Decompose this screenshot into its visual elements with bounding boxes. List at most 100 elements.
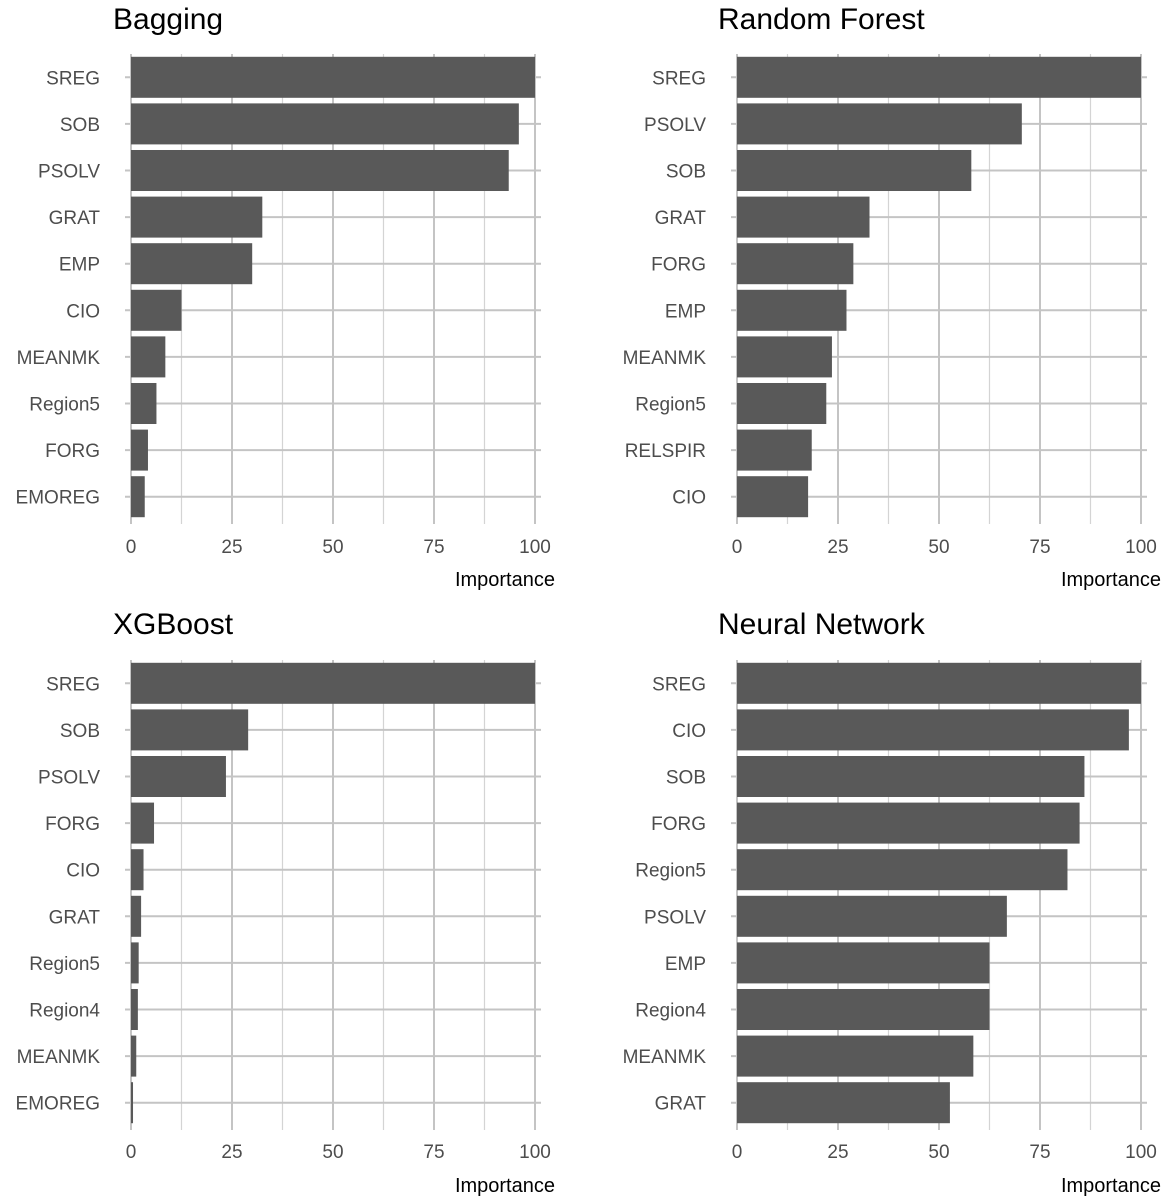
- y-tick-label: FORG: [651, 814, 706, 835]
- y-tick-label: Region5: [635, 395, 706, 416]
- bar-sob: [131, 103, 519, 145]
- x-tick-label: 75: [423, 537, 444, 558]
- y-tick-label: Region5: [29, 954, 100, 975]
- y-tick-label: SREG: [652, 674, 706, 695]
- y-tick-label: CIO: [66, 861, 100, 882]
- bar-emoreg: [131, 476, 145, 518]
- y-tick-label: FORG: [45, 814, 100, 835]
- x-tick-label: 50: [322, 537, 343, 558]
- y-tick-label: MEANMK: [623, 348, 707, 369]
- y-tick-label: PSOLV: [644, 907, 706, 928]
- x-tick-label: 100: [1125, 537, 1157, 558]
- y-tick-label: Region5: [29, 395, 100, 416]
- chart-panel-3: SREG CIO SOB FORG Region5 PSOLV EMP Region4 MEAN…: [623, 608, 1161, 1197]
- x-tick-label: 0: [126, 1142, 137, 1163]
- bar-meanmk: [131, 336, 166, 378]
- chart-panel-0: SREG SOB PSOLV GRAT EMP CIO MEANMK Region5 FORG E…: [16, 3, 555, 591]
- y-tick-label: GRAT: [655, 1094, 707, 1115]
- y-tick-label: MEANMK: [623, 1047, 707, 1068]
- y-tick-label: GRAT: [49, 907, 101, 928]
- bar-forg: [737, 802, 1080, 844]
- bar-sob: [737, 755, 1085, 798]
- x-tick-label: 50: [928, 537, 949, 558]
- y-tick-label: MEANMK: [17, 348, 101, 369]
- bar-region4: [131, 988, 138, 1031]
- x-tick-label: 75: [1029, 1142, 1050, 1163]
- x-tick-label: 0: [732, 1142, 743, 1163]
- bar-psolv: [131, 755, 226, 798]
- x-tick-label: 100: [519, 537, 551, 558]
- bar-emp: [737, 289, 847, 331]
- x-tick-label: 100: [1125, 1142, 1157, 1163]
- bar-forg: [131, 429, 148, 471]
- bar-sreg: [737, 662, 1141, 704]
- bar-emp: [131, 243, 253, 285]
- x-tick-label: 50: [322, 1142, 343, 1163]
- y-tick-label: SOB: [666, 162, 706, 183]
- y-tick-label: SREG: [46, 674, 100, 695]
- bar-sreg: [131, 662, 535, 704]
- bar-sreg: [131, 56, 535, 98]
- chart-panel-2: SREG SOB PSOLV FORG CIO GRAT Region5 Region4 MEA…: [16, 608, 555, 1197]
- chart-title: Random Forest: [718, 3, 925, 36]
- bar-region5: [131, 942, 139, 984]
- y-tick-label: GRAT: [49, 208, 101, 229]
- bar-forg: [737, 243, 854, 285]
- y-tick-label: EMP: [665, 954, 706, 975]
- chart-title: XGBoost: [113, 608, 234, 641]
- bar-emoreg: [131, 1082, 134, 1124]
- y-tick-label: EMOREG: [16, 488, 100, 509]
- bar-relspir: [737, 429, 812, 471]
- bar-cio: [131, 849, 144, 891]
- bar-psolv: [737, 103, 1022, 145]
- bar-cio: [737, 476, 809, 518]
- x-tick-label: 100: [519, 1142, 551, 1163]
- bar-region4: [737, 988, 990, 1031]
- bar-grat: [737, 1082, 950, 1124]
- bar-psolv: [131, 149, 509, 192]
- x-tick-label: 0: [732, 537, 743, 558]
- bar-meanmk: [131, 1035, 137, 1077]
- chart-title: Neural Network: [718, 608, 926, 641]
- y-tick-label: SOB: [666, 768, 706, 789]
- bar-region5: [131, 382, 157, 425]
- bar-sob: [131, 709, 249, 751]
- y-tick-label: Region5: [635, 861, 706, 882]
- y-tick-label: RELSPIR: [625, 441, 706, 462]
- y-tick-label: PSOLV: [38, 768, 100, 789]
- y-tick-label: SREG: [652, 68, 706, 89]
- x-tick-label: 75: [423, 1142, 444, 1163]
- x-tick-label: 25: [221, 1142, 242, 1163]
- x-tick-label: 25: [221, 537, 242, 558]
- y-tick-label: PSOLV: [644, 115, 706, 136]
- bar-sreg: [737, 56, 1141, 98]
- y-tick-label: SREG: [46, 68, 100, 89]
- y-tick-label: GRAT: [655, 208, 707, 229]
- chart-panel-1: SREG PSOLV SOB GRAT FORG EMP MEANMK Region5 RELS…: [623, 3, 1161, 591]
- x-axis-title: Importance: [455, 1175, 555, 1197]
- bar-sob: [737, 149, 972, 192]
- x-axis-title: Importance: [1061, 569, 1161, 591]
- x-tick-label: 50: [928, 1142, 949, 1163]
- y-tick-label: PSOLV: [38, 162, 100, 183]
- bar-psolv: [737, 895, 1007, 937]
- bar-meanmk: [737, 336, 832, 378]
- y-tick-label: EMP: [59, 255, 100, 276]
- y-tick-label: FORG: [651, 255, 706, 276]
- y-tick-label: CIO: [672, 721, 706, 742]
- bar-emp: [737, 942, 990, 984]
- chart-title: Bagging: [113, 3, 223, 36]
- x-tick-label: 75: [1029, 537, 1050, 558]
- x-tick-label: 25: [827, 1142, 848, 1163]
- x-axis-title: Importance: [1061, 1175, 1161, 1197]
- y-tick-label: SOB: [60, 115, 100, 136]
- y-tick-label: MEANMK: [17, 1047, 101, 1068]
- bar-cio: [131, 289, 182, 331]
- y-tick-label: EMOREG: [16, 1094, 100, 1115]
- y-tick-label: Region4: [29, 1001, 100, 1022]
- y-tick-label: EMP: [665, 301, 706, 322]
- x-tick-label: 0: [126, 537, 137, 558]
- x-axis-title: Importance: [455, 569, 555, 591]
- x-tick-label: 25: [827, 537, 848, 558]
